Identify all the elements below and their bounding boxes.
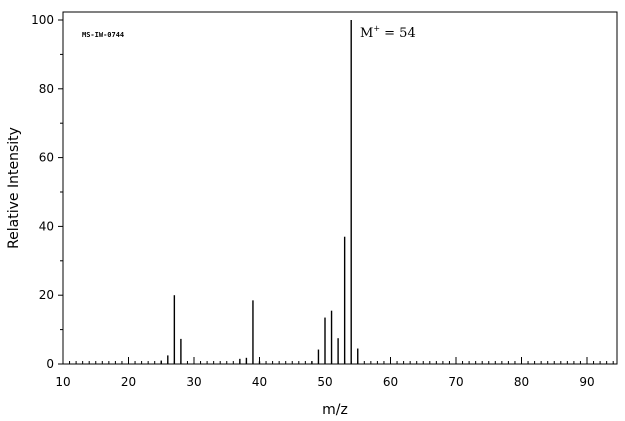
x-tick-label: 60 (383, 375, 398, 389)
x-axis-title: m/z (322, 402, 348, 418)
plot-frame (62, 11, 618, 365)
x-tick-label: 30 (186, 375, 201, 389)
x-tick-label: 70 (448, 375, 463, 389)
x-tick-label: 90 (579, 375, 594, 389)
y-axis-title: Relative Intensity (6, 127, 22, 249)
axis-major-ticks (58, 19, 588, 365)
x-tick-label: 40 (252, 375, 267, 389)
x-tick-label: 20 (121, 375, 136, 389)
spectrum-peaks (160, 20, 359, 364)
x-tick-labels: 10 20 30 40 50 60 70 80 90 (55, 375, 594, 389)
annotation-superscript: + (373, 24, 380, 33)
x-tick-label: 50 (317, 375, 332, 389)
y-tick-labels: 0 20 40 60 80 100 (31, 13, 54, 371)
y-tick-label: 20 (39, 288, 54, 302)
annotation-prefix: M (360, 26, 373, 41)
x-tick-label: 10 (55, 375, 70, 389)
y-tick-label: 40 (39, 219, 54, 233)
spectrum-code-label: MS-IW-0744 (82, 31, 124, 39)
annotation-suffix: = 54 (380, 26, 416, 41)
x-tick-label: 80 (514, 375, 529, 389)
y-tick-label: 100 (31, 13, 54, 27)
molecular-ion-annotation: M+ = 54 (360, 24, 416, 41)
y-tick-label: 0 (46, 357, 54, 371)
y-tick-label: 80 (39, 82, 54, 96)
y-tick-label: 60 (39, 151, 54, 165)
